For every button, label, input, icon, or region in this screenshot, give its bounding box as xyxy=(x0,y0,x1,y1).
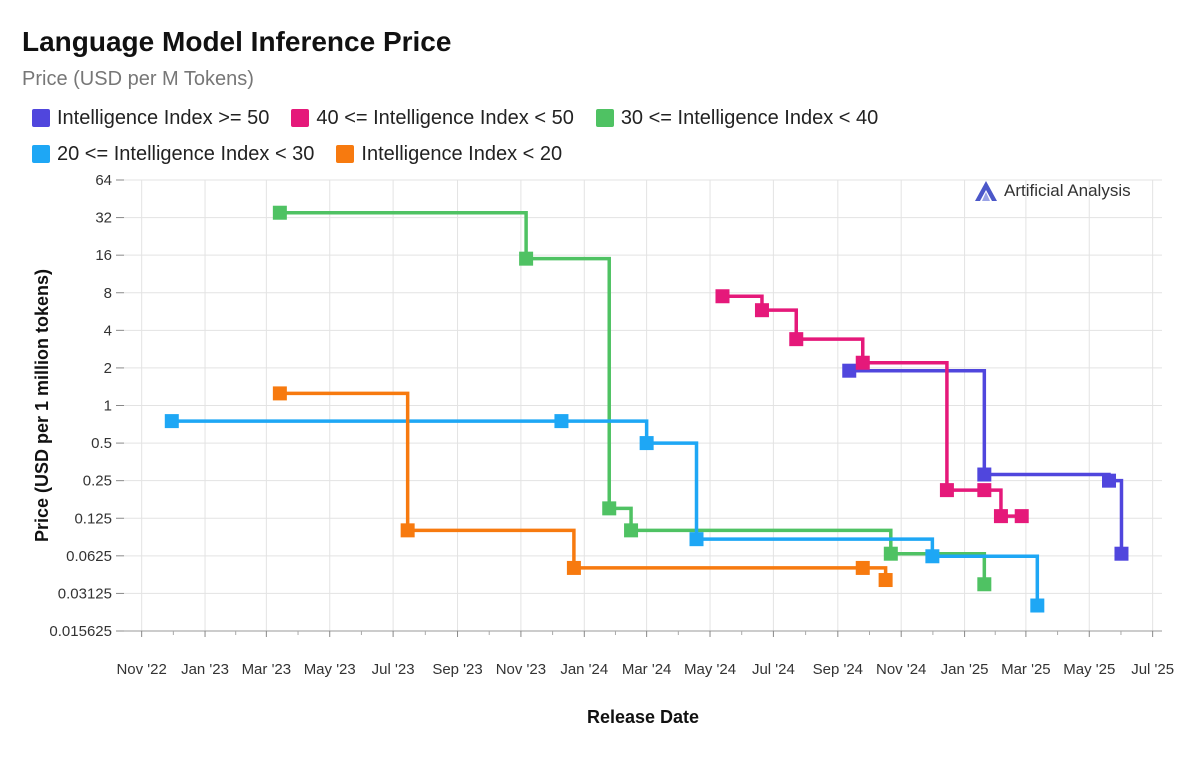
brand-logo: Artificial Analysis xyxy=(974,180,1131,202)
x-tick-label: Nov '22 xyxy=(116,661,166,678)
data-point xyxy=(789,332,804,347)
y-tick-label: 1 xyxy=(104,398,112,415)
legend-label: Intelligence Index >= 50 xyxy=(57,106,270,129)
y-tick-label: 16 xyxy=(95,247,112,264)
series-layer xyxy=(164,205,1129,613)
y-axis-title: Price (USD per 1 million tokens) xyxy=(32,269,52,542)
grid xyxy=(124,179,1162,632)
x-tick-label: Jan '23 xyxy=(181,661,229,678)
x-tick-label: Sep '23 xyxy=(432,661,482,678)
legend-swatch xyxy=(32,145,50,163)
data-point xyxy=(883,546,898,561)
data-point xyxy=(272,205,287,220)
legend-row-2: 20 <= Intelligence Index < 30 Intelligen… xyxy=(32,136,1132,172)
x-tick-label: May '24 xyxy=(684,661,736,678)
data-point xyxy=(715,289,730,304)
series-0 xyxy=(842,363,1129,561)
data-point xyxy=(566,560,581,575)
legend-row-1: Intelligence Index >= 50 40 <= Intellige… xyxy=(32,100,1132,136)
x-tick-label: Jul '25 xyxy=(1131,661,1174,678)
y-tick-label: 2 xyxy=(104,360,112,377)
legend-label: 20 <= Intelligence Index < 30 xyxy=(57,142,315,165)
data-point xyxy=(689,532,704,547)
series-line xyxy=(849,368,1124,554)
legend-label: 40 <= Intelligence Index < 50 xyxy=(316,106,574,129)
y-tick-label: 32 xyxy=(95,210,112,227)
legend-swatch xyxy=(595,109,614,127)
data-point xyxy=(925,549,940,564)
y-tick-label: 0.0625 xyxy=(66,548,112,565)
data-point xyxy=(272,386,287,401)
y-tick-label: 64 xyxy=(95,172,112,189)
y-tick-label: 8 xyxy=(104,285,112,302)
data-point xyxy=(1014,509,1029,524)
x-tick-label: Nov '24 xyxy=(876,661,926,678)
y-tick-label: 0.015625 xyxy=(49,623,112,640)
data-point xyxy=(855,560,870,575)
data-point xyxy=(164,414,179,429)
data-point xyxy=(554,414,569,429)
data-point xyxy=(977,467,992,482)
data-point xyxy=(602,501,617,516)
brand-icon xyxy=(975,181,997,201)
legend-swatch xyxy=(291,109,310,127)
data-point xyxy=(939,483,954,498)
data-point xyxy=(878,573,893,588)
x-axis-title: Release Date xyxy=(587,707,699,727)
y-tick-label: 4 xyxy=(104,322,112,339)
x-tick-label: May '25 xyxy=(1063,661,1115,678)
chart-title: Language Model Inference Price xyxy=(22,26,452,57)
data-point xyxy=(842,363,857,378)
legend-swatch xyxy=(32,109,50,127)
legend-item-tier-below-20[interactable]: Intelligence Index < 20 xyxy=(336,143,562,166)
data-point xyxy=(639,436,654,451)
x-tick-label: May '23 xyxy=(304,661,356,678)
series-2 xyxy=(272,205,992,592)
legend-label: 30 <= Intelligence Index < 40 xyxy=(620,106,879,129)
data-point xyxy=(1102,473,1117,488)
x-tick-label: Jan '24 xyxy=(560,661,608,678)
series-3 xyxy=(164,414,1045,613)
legend-item-tier-30-40[interactable]: 30 <= Intelligence Index < 40 xyxy=(595,106,879,130)
x-tick-label: Jul '23 xyxy=(372,661,415,678)
x-tick-label: Mar '25 xyxy=(1001,661,1051,678)
legend-item-tier-50-plus[interactable]: Intelligence Index >= 50 xyxy=(32,107,269,130)
x-tick-label: Nov '23 xyxy=(496,661,546,678)
x-tick-label: Sep '24 xyxy=(813,661,863,678)
y-tick-label: 0.125 xyxy=(74,510,112,527)
legend-item-tier-20-30[interactable]: 20 <= Intelligence Index < 30 xyxy=(32,143,314,166)
y-tick-label: 0.03125 xyxy=(58,585,112,602)
x-tick-label: Mar '23 xyxy=(242,661,292,678)
data-point xyxy=(977,483,992,498)
legend-swatch xyxy=(336,145,355,163)
data-point xyxy=(519,251,534,266)
legend-label: Intelligence Index < 20 xyxy=(361,142,563,165)
y-tick-label: 0.5 xyxy=(91,435,112,452)
data-point xyxy=(624,523,639,538)
data-point xyxy=(1114,546,1129,561)
data-point xyxy=(855,355,870,370)
series-1 xyxy=(715,289,1029,524)
brand-name: Artificial Analysis xyxy=(1004,181,1131,200)
legend-item-tier-40-50[interactable]: 40 <= Intelligence Index < 50 xyxy=(291,106,574,130)
chart-subtitle: Price (USD per M Tokens) xyxy=(22,68,254,90)
series-4 xyxy=(272,386,893,588)
data-point xyxy=(400,523,415,538)
series-line xyxy=(171,419,1040,606)
series-line xyxy=(722,294,1022,518)
data-point xyxy=(1030,598,1045,613)
x-tick-label: Jul '24 xyxy=(752,661,795,678)
legend: Intelligence Index >= 50 40 <= Intellige… xyxy=(32,100,1132,172)
x-axis: Nov '22 Jan '23 Mar '23 May '23 Jul '23 Sep '… xyxy=(116,630,1174,678)
data-point xyxy=(754,303,769,318)
x-tick-label: Jan '25 xyxy=(941,661,989,678)
y-tick-label: 0.25 xyxy=(83,473,112,490)
data-point xyxy=(977,577,992,592)
series-line xyxy=(279,391,888,581)
y-axis-ticks: 64 32 16 8 4 2 1 0.5 0.25 0.125 0.0625 0.03125 0.015… xyxy=(49,172,124,640)
data-point xyxy=(993,509,1008,524)
series-line xyxy=(279,210,987,585)
x-tick-label: Mar '24 xyxy=(622,661,672,678)
